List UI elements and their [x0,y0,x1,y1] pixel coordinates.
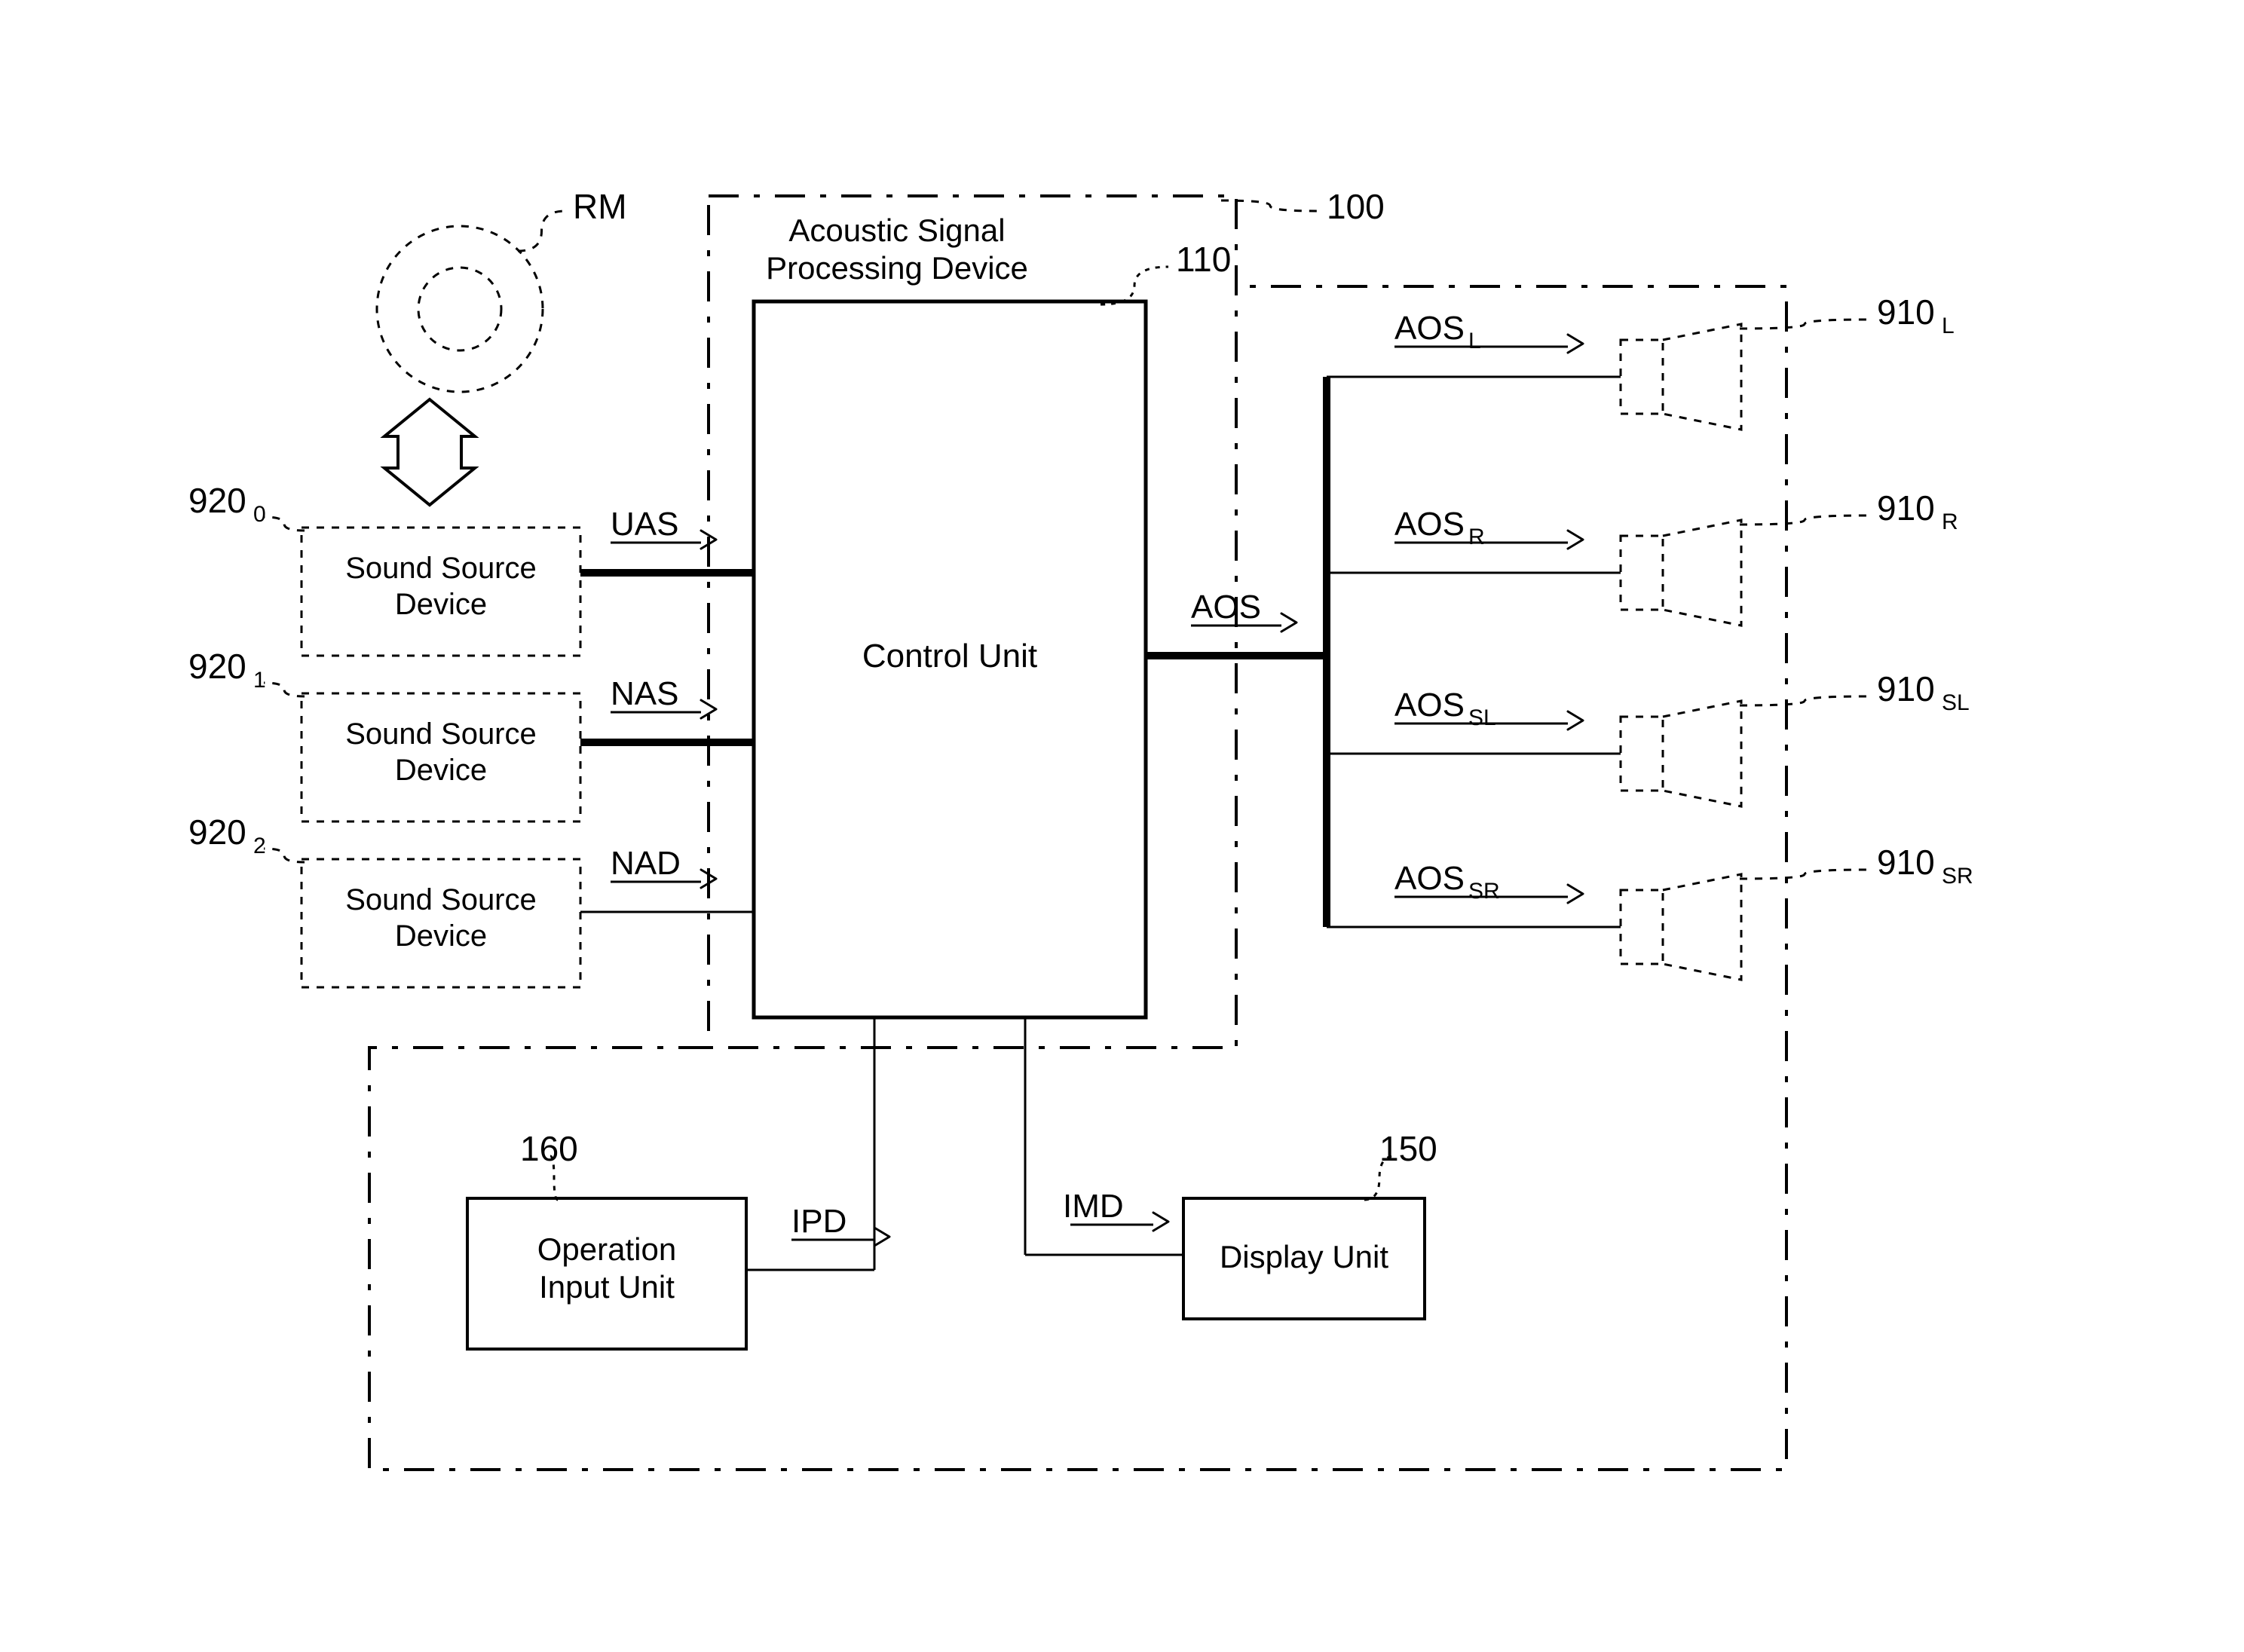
svg-text:2: 2 [253,834,266,858]
svg-text:SL: SL [1942,690,1970,715]
svg-text:AOS: AOS [1394,687,1465,724]
svg-text:910: 910 [1877,292,1935,332]
svg-text:AOS: AOS [1394,860,1465,897]
svg-text:UAS: UAS [611,506,678,543]
svg-text:SR: SR [1468,879,1500,904]
svg-text:920: 920 [188,481,246,520]
svg-text:Sound SourceDevice: Sound SourceDevice [345,883,537,953]
svg-text:IMD: IMD [1063,1188,1124,1225]
svg-text:AOS: AOS [1394,506,1465,543]
svg-text:Sound SourceDevice: Sound SourceDevice [345,552,537,621]
svg-text:SR: SR [1942,864,1973,889]
svg-text:1: 1 [253,668,266,693]
svg-text:910: 910 [1877,843,1935,882]
svg-text:NAS: NAS [611,675,678,712]
svg-text:L: L [1942,314,1955,338]
svg-text:110: 110 [1176,240,1231,279]
svg-text:AOS: AOS [1394,310,1465,347]
svg-text:920: 920 [188,812,246,852]
svg-text:AOS: AOS [1191,589,1261,626]
svg-text:RM: RM [573,187,627,226]
svg-text:Sound SourceDevice: Sound SourceDevice [345,717,537,787]
svg-text:Acoustic SignalProcessing Devi: Acoustic SignalProcessing Device [766,213,1028,286]
svg-text:L: L [1468,329,1481,353]
svg-text:910: 910 [1877,488,1935,528]
svg-text:OperationInput Unit: OperationInput Unit [537,1231,676,1305]
svg-text:920: 920 [188,647,246,686]
svg-text:SL: SL [1468,705,1496,730]
svg-text:910: 910 [1877,669,1935,708]
svg-text:IPD: IPD [791,1203,846,1240]
svg-text:R: R [1942,509,1958,534]
svg-text:Control Unit: Control Unit [862,638,1037,675]
svg-text:150: 150 [1379,1129,1437,1168]
svg-text:R: R [1468,525,1485,549]
svg-text:NAD: NAD [611,845,681,882]
svg-text:100: 100 [1327,187,1385,226]
svg-text:0: 0 [253,502,266,527]
svg-text:Display Unit: Display Unit [1220,1239,1388,1274]
svg-text:160: 160 [520,1129,578,1168]
